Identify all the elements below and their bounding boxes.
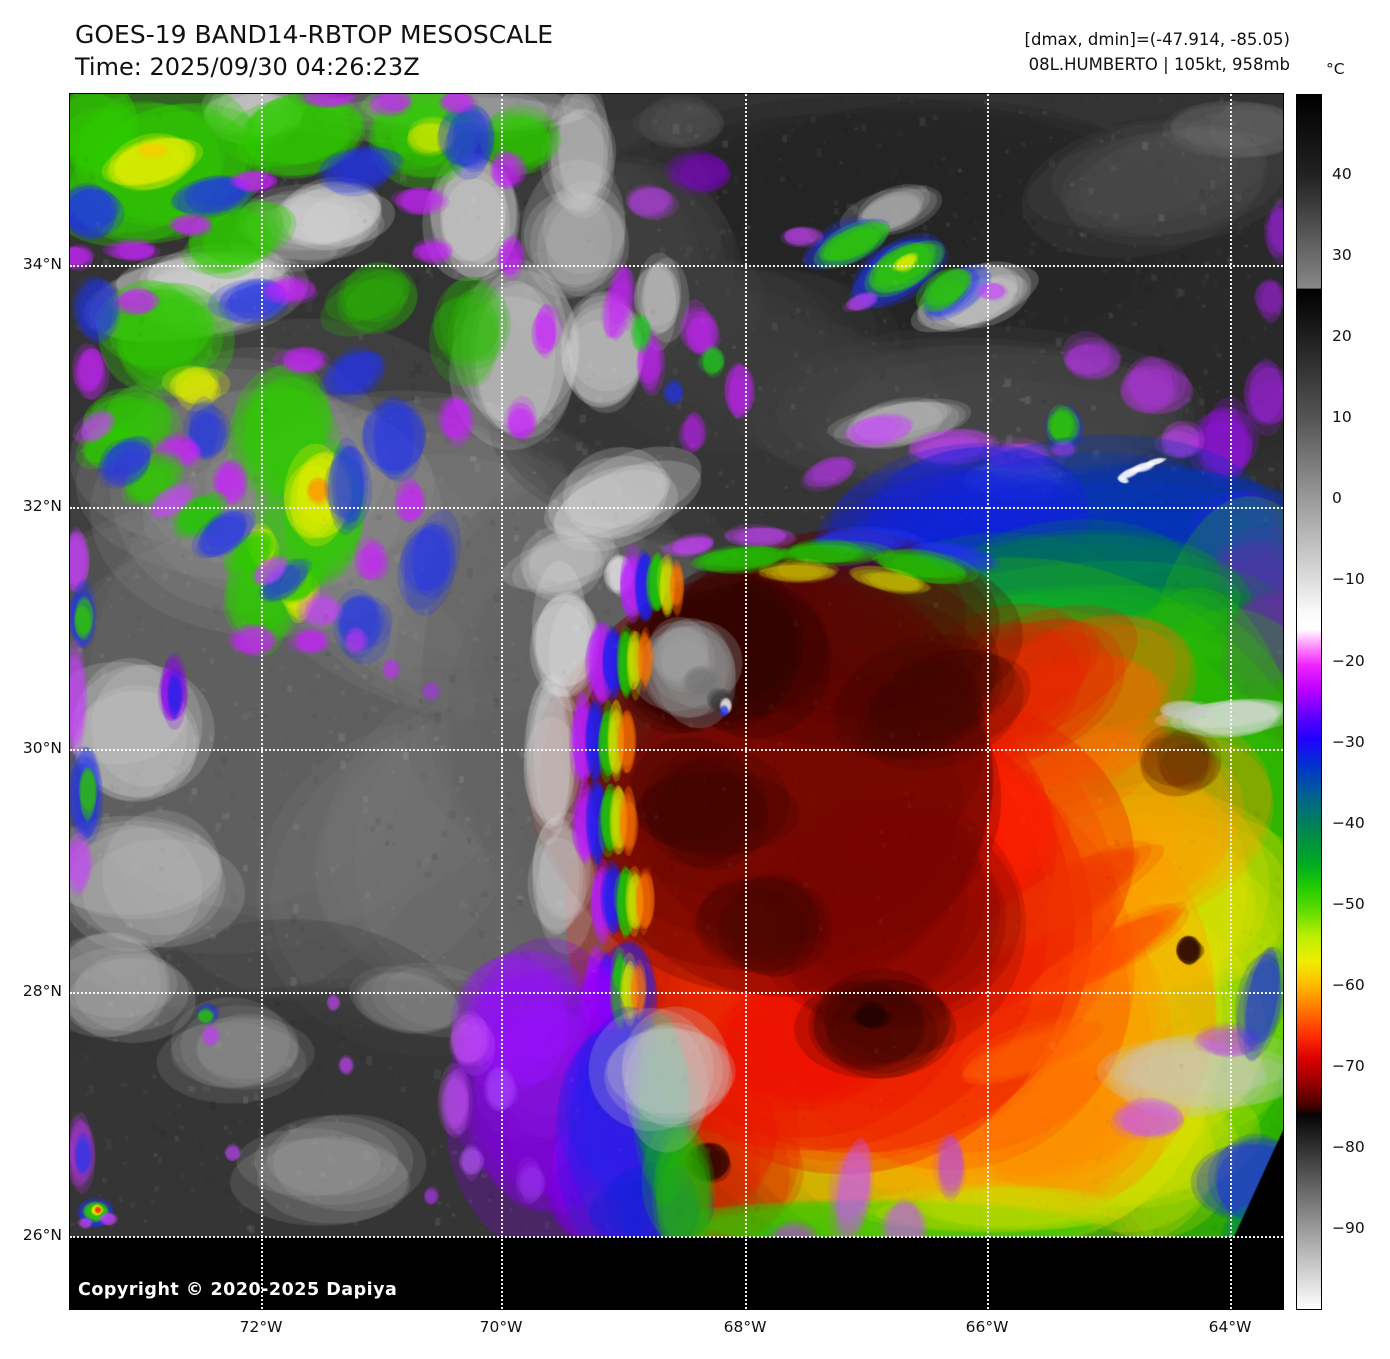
lat-tick-label: 32°N xyxy=(22,497,62,515)
colorbar-tick-label: −30 xyxy=(1332,733,1365,751)
colorbar-tick-label: −40 xyxy=(1332,814,1365,832)
page-title: GOES-19 BAND14-RBTOP MESOSCALE xyxy=(75,20,554,49)
map-area: Copyright © 2020-2025 Dapiya xyxy=(69,93,1284,1310)
gridline-lon-0 xyxy=(261,94,263,1309)
gridline-lat-2 xyxy=(70,749,1283,751)
copyright-label: Copyright © 2020-2025 Dapiya xyxy=(78,1280,398,1300)
colorbar-tick-label: 20 xyxy=(1332,327,1352,345)
lon-tick-label: 66°W xyxy=(965,1318,1009,1336)
lon-tick-label: 68°W xyxy=(723,1318,767,1336)
gridline-lon-4 xyxy=(1230,94,1232,1309)
lat-tick-label: 30°N xyxy=(22,739,62,757)
colorbar-tick-label: −50 xyxy=(1332,895,1365,913)
colorbar xyxy=(1296,94,1322,1310)
storm-info-label: 08L.HUMBERTO | 105kt, 958mb xyxy=(1028,55,1290,74)
timestamp-label: Time: 2025/09/30 04:26:23Z xyxy=(75,53,420,81)
gridline-lat-4 xyxy=(70,1236,1283,1238)
lon-tick-label: 72°W xyxy=(239,1318,283,1336)
colorbar-tick-label: −90 xyxy=(1332,1219,1365,1237)
colorbar-tick-label: −70 xyxy=(1332,1057,1365,1075)
colorbar-tick-label: −10 xyxy=(1332,570,1365,588)
gridline-lat-3 xyxy=(70,992,1283,994)
colorbar-tick-label: −60 xyxy=(1332,976,1365,994)
gridline-lon-1 xyxy=(501,94,503,1309)
gridline-lon-2 xyxy=(745,94,747,1309)
gridline-lat-1 xyxy=(70,507,1283,509)
lat-tick-label: 28°N xyxy=(22,982,62,1000)
colorbar-tick-label: −80 xyxy=(1332,1138,1365,1156)
dmax-dmin-label: [dmax, dmin]=(-47.914, -85.05) xyxy=(1024,30,1290,49)
colorbar-tick-label: 40 xyxy=(1332,165,1352,183)
colorbar-tick-label: 30 xyxy=(1332,246,1352,264)
satellite-imagery-canvas xyxy=(70,94,1283,1309)
lat-tick-label: 34°N xyxy=(22,255,62,273)
gridline-lon-3 xyxy=(987,94,989,1309)
lon-tick-label: 70°W xyxy=(479,1318,523,1336)
gridline-lat-0 xyxy=(70,265,1283,267)
colorbar-tick-label: 10 xyxy=(1332,408,1352,426)
colorbar-tick-label: −20 xyxy=(1332,652,1365,670)
lat-tick-label: 26°N xyxy=(22,1226,62,1244)
lon-tick-label: 64°W xyxy=(1208,1318,1252,1336)
colorbar-unit-label: °C xyxy=(1326,60,1345,78)
colorbar-tick-label: 0 xyxy=(1332,489,1342,507)
